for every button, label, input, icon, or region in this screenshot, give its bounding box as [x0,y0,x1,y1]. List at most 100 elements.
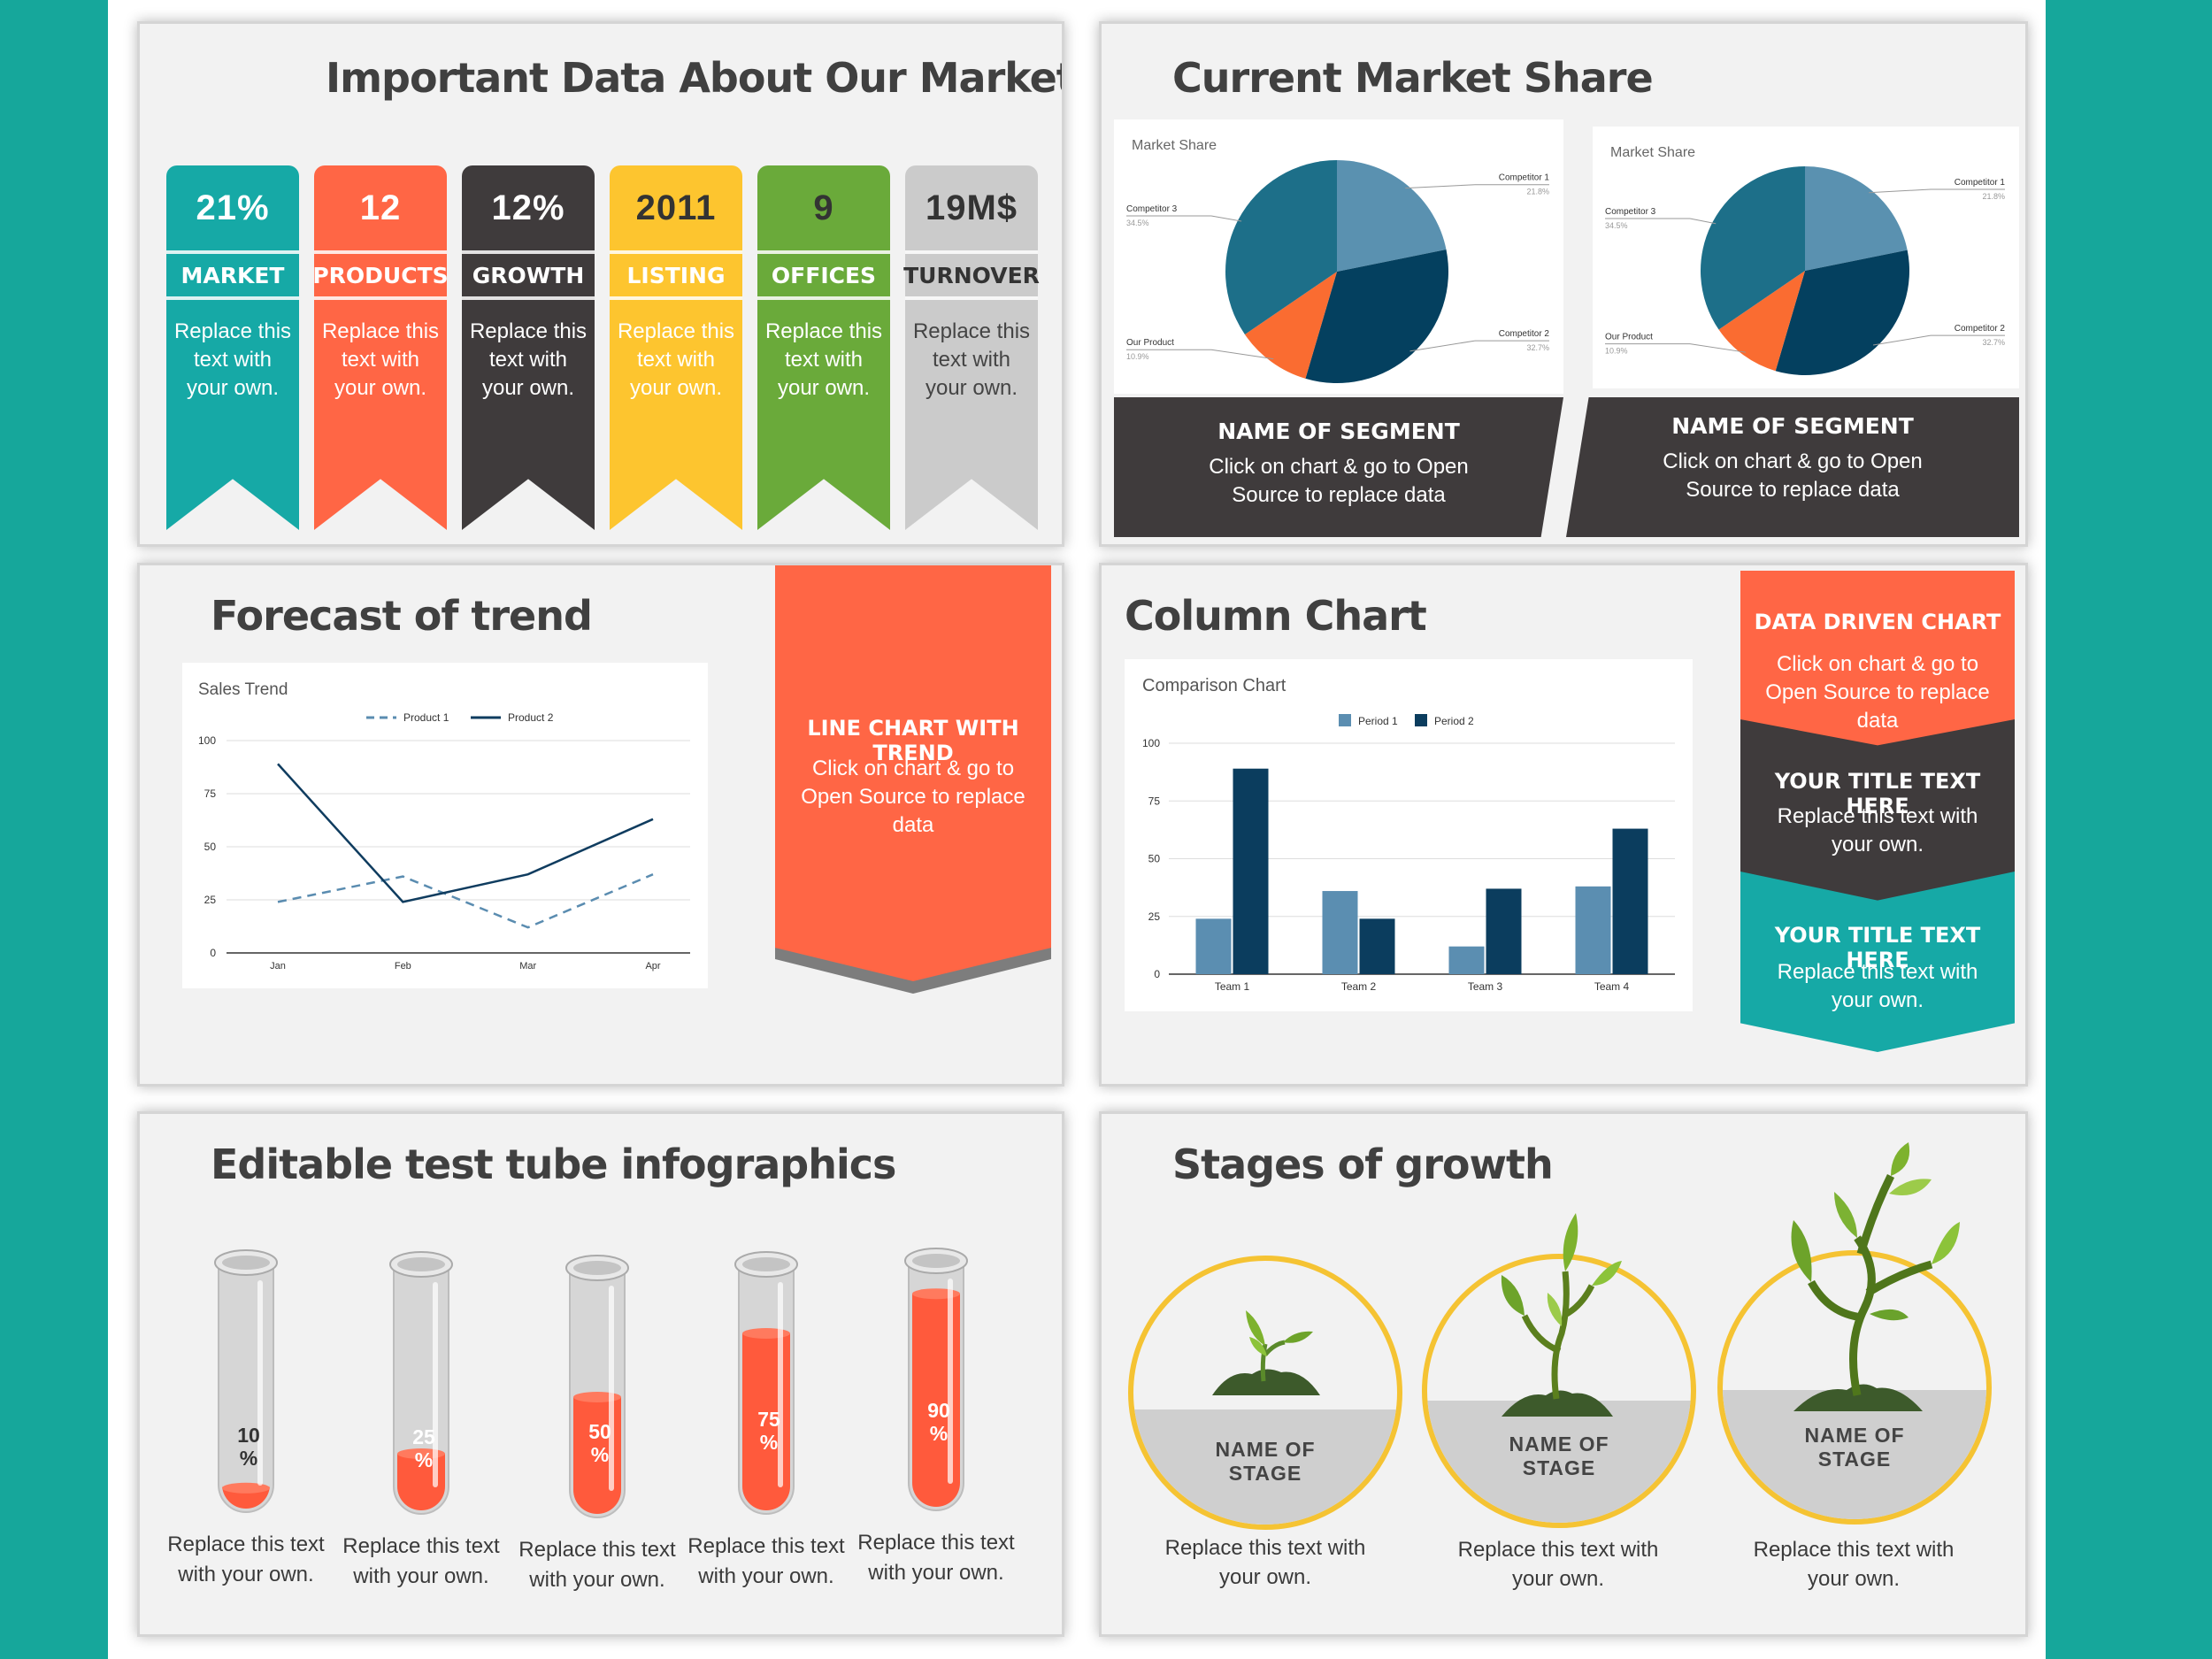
block-text: Click on chart & go to Open Source to re… [1765,652,1990,733]
bar [1322,891,1358,974]
tube-body [218,1262,274,1513]
pie-chart-card-1[interactable]: Market Share Competitor 1 21.8% Competitor … [1114,119,1563,394]
y-tick-label: 50 [204,841,217,853]
tube-opening [573,1261,621,1275]
slide-title: Forecast of trend [211,592,593,640]
x-tick-label: Jan [270,961,286,972]
ribbon-divider [610,250,742,254]
tube-caption: Replace this text with your own. [687,1534,845,1588]
tube-caption: Replace this text with your own. [857,1531,1015,1585]
ribbon-body [905,165,1038,530]
tube-highlight [778,1282,783,1487]
tube-highlight [257,1280,263,1486]
segment-title: NAME OF SEGMENT [1671,413,1914,439]
ribbon-label: MARKET [180,262,285,288]
legend-swatch [1415,714,1427,726]
pie-leader-line [1869,188,1932,194]
pie-leader-line [1210,349,1274,360]
tube-opening [742,1257,790,1271]
stage-ground [1133,1409,1397,1525]
y-tick-label: 75 [1148,795,1161,807]
slide-test-tubes[interactable]: Editable test tube infographics 10 % Repl… [137,1111,1064,1637]
line-chart[interactable]: Sales Trend 0 25 50 75 100 Jan Feb Mar Apr Product… [182,663,708,988]
pie-label: Competitor 3 [1126,204,1178,214]
test-tube [565,1255,629,1518]
pie-label: Competitor 1 [1499,173,1550,183]
slide-column-chart[interactable]: Column Chart Comparison Chart 0 25 50 75 100 P… [1099,563,2028,1087]
ribbon-body [462,165,595,530]
series-line [277,873,654,929]
ribbon-body [610,165,742,530]
pie-value-label: 21.8% [1982,192,2005,201]
pie-chart-1[interactable]: Market Share Competitor 1 21.8% Competitor … [1114,119,1563,394]
stage-name: NAME OF STAGE [1215,1438,1316,1485]
pie-leader-line [1210,215,1242,222]
tube-highlight [948,1279,953,1484]
pie-slice [1337,160,1447,272]
slide-market-data[interactable]: Important Data About Our Market 21% MARKE… [137,21,1064,547]
slide-forecast[interactable]: Forecast of trend Sales Trend 0 25 50 75 100 J… [137,563,1064,1087]
ribbon-offices: 9 OFFICES Replace this text with your own. [757,165,890,530]
tube-opening [912,1254,960,1268]
test-tube [389,1251,453,1515]
tube-opening [397,1257,445,1271]
pie-label: Competitor 2 [1955,324,2006,334]
ribbon-divider [314,296,447,300]
column-chart[interactable]: Comparison Chart 0 25 50 75 100 Period 1 Period… [1125,659,1693,1011]
pie-chart-2[interactable]: Market Share Competitor 1 21.8% Competitor … [1593,127,2019,388]
ribbon-divider [166,250,299,254]
stage-ground [1427,1401,1691,1523]
line-chart-card[interactable]: Sales Trend 0 25 50 75 100 Jan Feb Mar Apr Product… [182,663,708,988]
pie-slice [1718,271,1805,372]
stage-ground [1723,1390,1986,1519]
ribbon-value: 21% [196,188,270,227]
column-chart-card[interactable]: Comparison Chart 0 25 50 75 100 Period 1 Period… [1125,659,1693,1011]
x-tick-label: Feb [395,961,411,972]
tube-percent-label: 50 % [588,1420,611,1466]
ribbon-text: Replace this text with your own. [764,319,883,400]
tube-percent-label: 25 % [412,1425,435,1471]
y-tick-label: 25 [204,894,217,906]
test-tube [214,1249,278,1513]
pie-value-label: 32.7% [1982,338,2005,347]
stage-caption: Replace this text with your own. [1457,1538,1659,1591]
ribbon-text: Replace this text with your own. [173,319,292,400]
y-tick-label: 100 [198,734,216,747]
segment-text: Click on chart & go to Open Source to re… [1663,449,1923,502]
pie-chart-title: Market Share [1132,138,1217,153]
y-tick-label: 0 [1154,968,1160,980]
pie-slice [1775,250,1909,375]
series-line [277,763,654,903]
pie-leader-line [1689,218,1717,225]
pie-slice [1225,160,1337,335]
pie-chart-card-2[interactable]: Market Share Competitor 1 21.8% Competitor … [1593,127,2019,388]
ribbon-label: PRODUCTS [312,262,449,288]
legend-label: Period 1 [1358,715,1398,727]
pie-label: Competitor 2 [1499,329,1550,339]
block-text: Replace this text with your own. [1777,804,1978,856]
legend-label: Product 2 [508,711,554,724]
tube-highlight [609,1286,614,1491]
slide-market-share[interactable]: Current Market Share Market Share Competi… [1099,21,2028,547]
tube-percent-label: 75 % [757,1408,780,1454]
slide-growth[interactable]: Stages of growth NAME OF STAGE Replace t… [1099,1111,2028,1637]
block-title: YOUR TITLE TEXT HERE [1774,769,1981,818]
pie-slice [1805,166,1908,271]
info-stack: DATA DRIVEN CHART Click on chart & go to… [1740,571,2015,1052]
line-chart-callout: LINE CHART WITH TREND Click on chart & g… [775,565,1051,994]
ribbon-divider [905,296,1038,300]
chart-title: Comparison Chart [1142,676,1286,695]
pie-slice [1305,250,1448,383]
pie-slice [1701,166,1805,330]
tube-caption: Replace this text with your own. [342,1534,500,1588]
tube-percent-label: 10 % [237,1424,260,1470]
block-text: Replace this text with your own. [1777,960,1978,1012]
young-plant-icon [1791,1142,1960,1411]
ribbon-text: Replace this text with your own. [912,319,1031,400]
slide-title: Stages of growth [1172,1141,1554,1188]
legend-swatch [1339,714,1351,726]
bar [1359,918,1395,974]
pie-label: Competitor 3 [1605,207,1656,217]
pie-chart-title: Market Share [1610,145,1695,160]
pie-value-label: 34.5% [1605,221,1628,230]
